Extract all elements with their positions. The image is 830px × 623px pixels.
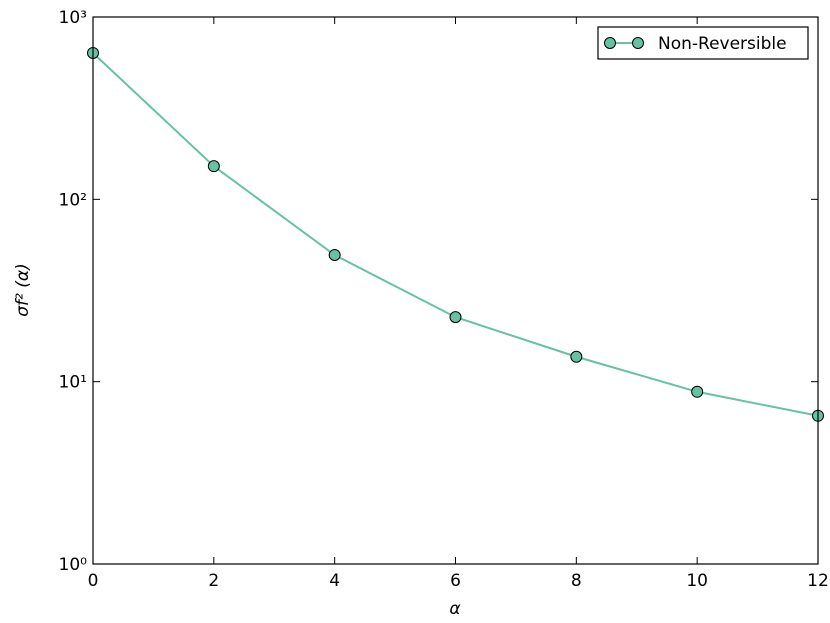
legend-label: Non-Reversible [658,34,787,54]
y-tick-label: 10⁰ [59,555,88,575]
data-point [328,249,341,262]
data-point [207,160,220,173]
x-tick-label: 10 [686,571,708,591]
x-tick-label: 12 [807,571,829,591]
data-point [449,311,462,324]
legend-marker [632,37,644,49]
y-tick-label: 10³ [59,8,87,28]
legend: Non-Reversible [597,26,809,60]
x-tick-label: 0 [88,571,99,591]
data-point [691,385,704,398]
x-tick-label: 4 [329,571,340,591]
legend-marker [604,37,616,49]
data-point [570,350,583,363]
y-tick-label: 10¹ [59,373,87,393]
x-tick-label: 6 [450,571,461,591]
series-line [92,52,819,417]
y-tick-label: 10² [59,190,87,210]
x-axis-label: α [449,599,460,619]
plot-frame [92,16,819,565]
x-tick-label: 8 [571,571,582,591]
x-tick-label: 2 [208,571,219,591]
y-axis-label: σf² (α) [13,263,33,316]
